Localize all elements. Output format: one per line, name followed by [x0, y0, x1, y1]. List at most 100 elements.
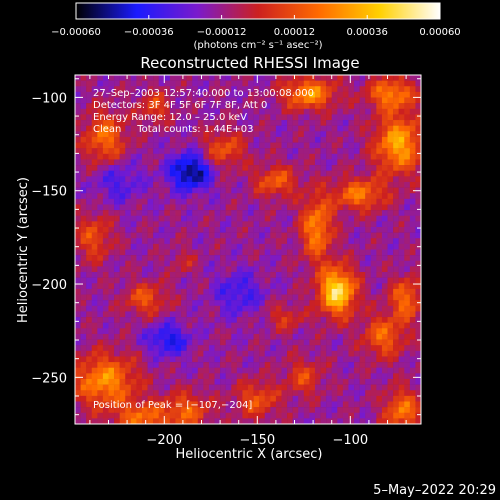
- heatmap-cell: [303, 215, 310, 222]
- heatmap-cell: [275, 412, 282, 419]
- heatmap-cell: [153, 266, 159, 273]
- heatmap-cell: [203, 328, 210, 335]
- heatmap-cell: [114, 243, 120, 250]
- heatmap-cell: [309, 345, 316, 352]
- heatmap-cell: [108, 412, 115, 419]
- heatmap-cell: [259, 311, 266, 318]
- heatmap-cell: [186, 311, 193, 318]
- heatmap-cell: [147, 103, 154, 110]
- heatmap-cell: [97, 407, 104, 414]
- heatmap-cell: [275, 277, 282, 284]
- heatmap-cell: [275, 153, 282, 160]
- heatmap-cell: [192, 367, 199, 374]
- heatmap-cell: [270, 277, 277, 284]
- heatmap-cell: [102, 243, 109, 250]
- heatmap-cell: [186, 266, 193, 273]
- heatmap-cell: [141, 378, 148, 385]
- heatmap-cell: [253, 311, 260, 318]
- heatmap-cell: [220, 260, 226, 267]
- heatmap-cell: [314, 75, 321, 81]
- heatmap-cell: [125, 215, 132, 222]
- heatmap-cell: [309, 238, 316, 245]
- heatmap-cell: [248, 136, 254, 143]
- heatmap-cell: [415, 215, 421, 222]
- heatmap-cell: [298, 159, 305, 166]
- heatmap-cell: [376, 305, 383, 312]
- heatmap-cell: [119, 300, 126, 307]
- heatmap-cell: [337, 339, 344, 346]
- heatmap-cell: [314, 356, 321, 363]
- heatmap-cell: [231, 283, 238, 290]
- heatmap-cell: [348, 277, 355, 284]
- heatmap-cell: [415, 97, 421, 104]
- heatmap-cell: [130, 131, 137, 138]
- heatmap-cell: [108, 317, 115, 323]
- heatmap-cell: [119, 407, 126, 414]
- heatmap-cell: [214, 238, 221, 245]
- heatmap-cell: [153, 243, 159, 250]
- heatmap-cell: [181, 108, 187, 115]
- heatmap-cell: [102, 339, 109, 346]
- heatmap-cell: [136, 373, 143, 380]
- heatmap-cell: [192, 243, 199, 250]
- heatmap-cell: [130, 288, 137, 295]
- heatmap-cell: [75, 153, 81, 160]
- heatmap-cell: [354, 97, 360, 104]
- heatmap-cell: [192, 193, 199, 200]
- heatmap-cell: [253, 198, 260, 205]
- heatmap-cell: [398, 198, 405, 205]
- heatmap-cell: [214, 232, 221, 239]
- heatmap-cell: [415, 232, 421, 239]
- heatmap-cell: [86, 390, 93, 397]
- heatmap-cell: [381, 142, 388, 149]
- heatmap-cell: [114, 198, 120, 205]
- heatmap-cell: [242, 322, 249, 329]
- heatmap-cell: [393, 305, 399, 312]
- heatmap-cell: [387, 266, 394, 273]
- heatmap-cell: [259, 345, 266, 352]
- heatmap-cell: [387, 215, 394, 222]
- heatmap-cell: [337, 148, 344, 155]
- heatmap-cell: [387, 373, 394, 380]
- heatmap-cell: [108, 142, 115, 149]
- heatmap-cell: [376, 187, 383, 194]
- heatmap-cell: [108, 339, 115, 346]
- heatmap-cell: [208, 187, 215, 194]
- heatmap-cell: [314, 412, 321, 419]
- heatmap-cell: [337, 345, 344, 352]
- heatmap-cell: [298, 418, 305, 424]
- heatmap-cell: [153, 86, 159, 93]
- heatmap-cell: [409, 232, 416, 239]
- heatmap-cell: [91, 103, 98, 110]
- heatmap-cell: [153, 362, 159, 368]
- heatmap-cell: [309, 210, 316, 217]
- heatmap-cell: [337, 221, 344, 228]
- heatmap-cell: [281, 328, 288, 335]
- heatmap-cell: [208, 120, 215, 126]
- heatmap-cell: [381, 305, 388, 312]
- heatmap-cell: [337, 277, 344, 284]
- heatmap-cell: [236, 277, 243, 284]
- heatmap-cell: [365, 243, 372, 250]
- heatmap-cell: [114, 412, 120, 419]
- heatmap-cell: [259, 350, 266, 357]
- heatmap-cell: [130, 328, 137, 335]
- heatmap-cell: [253, 86, 260, 93]
- heatmap-cell: [376, 350, 383, 357]
- heatmap-cell: [275, 288, 282, 295]
- heatmap-cell: [181, 148, 187, 155]
- heatmap-cell: [164, 232, 171, 239]
- heatmap-cell: [337, 367, 344, 374]
- heatmap-cell: [147, 395, 154, 402]
- heatmap-cell: [175, 412, 182, 419]
- heatmap-cell: [331, 97, 338, 104]
- heatmap-cell: [203, 333, 210, 340]
- heatmap-cell: [331, 255, 338, 262]
- heatmap-cell: [130, 418, 137, 424]
- heatmap-cell: [370, 181, 377, 188]
- heatmap-cell: [264, 187, 271, 194]
- heatmap-cell: [136, 86, 143, 93]
- heatmap-cell: [303, 131, 310, 138]
- heatmap-cell: [275, 266, 282, 273]
- heatmap-cell: [158, 75, 165, 81]
